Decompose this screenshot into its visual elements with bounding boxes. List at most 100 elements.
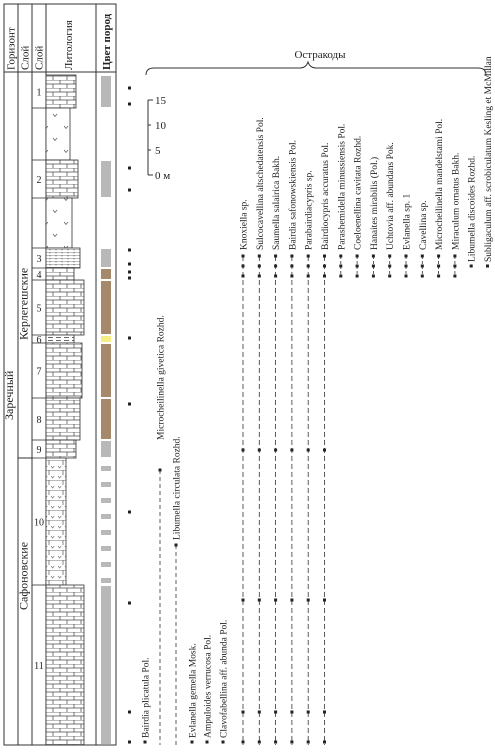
range-marker xyxy=(323,598,326,602)
sample-marker xyxy=(128,262,131,266)
scale-bar: 15 10 5 0 м xyxy=(147,95,170,182)
range-marker xyxy=(241,448,245,452)
range-marker xyxy=(388,254,392,258)
species-label: Cavellina sp. xyxy=(419,200,429,250)
header-lithology: Литология xyxy=(63,20,75,70)
sample-marker xyxy=(128,740,131,744)
sample-marker xyxy=(128,102,131,106)
range-marker xyxy=(339,254,343,258)
range-marker xyxy=(274,254,278,258)
species-label: Ampuloides verrucosa Pol. xyxy=(204,635,214,738)
range-marker xyxy=(290,740,294,744)
layer-number: 9 xyxy=(37,445,42,456)
rock-color-band xyxy=(101,249,111,267)
range-marker xyxy=(355,254,359,258)
range-marker xyxy=(371,274,375,278)
range-marker xyxy=(355,264,359,268)
range-marker xyxy=(174,543,178,547)
scale-tick-15: 15 xyxy=(155,95,167,107)
lithology-layer xyxy=(45,342,83,399)
rock-color-band xyxy=(101,562,111,567)
range-marker xyxy=(290,264,294,268)
range-marker xyxy=(404,254,408,258)
sample-marker xyxy=(128,276,131,280)
layer-number: 4 xyxy=(37,270,42,281)
rock-color-band xyxy=(101,530,111,535)
range-marker xyxy=(453,274,457,278)
range-marker xyxy=(420,254,424,258)
range-marker xyxy=(257,448,261,452)
range-marker xyxy=(323,448,326,452)
range-marker xyxy=(290,274,294,278)
horizon-label-safonov: Сафоновские xyxy=(17,542,31,610)
range-marker xyxy=(306,710,310,714)
layer-number: 7 xyxy=(37,367,42,378)
range-marker xyxy=(437,254,441,258)
lithology-layer xyxy=(45,334,75,344)
species-label: Parashemidella minussiensis Pol. xyxy=(337,124,347,250)
sample-marker xyxy=(128,510,131,514)
species-label: Microcheilinella mandelstami Pol. xyxy=(435,119,445,250)
range-marker xyxy=(290,598,294,602)
range-marker xyxy=(257,254,261,258)
range-marker xyxy=(323,254,326,258)
scale-tick-10: 10 xyxy=(155,120,167,132)
lithology-layer xyxy=(45,247,81,269)
rock-color-band xyxy=(101,441,111,457)
species-label: Uchtovia aff. abundans Pok. xyxy=(385,142,396,250)
layer-number: 2 xyxy=(37,175,42,186)
range-marker xyxy=(371,264,375,268)
range-marker xyxy=(274,264,278,268)
species-label: Microcheilinella givetica Rozhd. xyxy=(157,315,167,440)
species-label: Bairdia safonowskiensis Pol. xyxy=(287,140,298,250)
species-ranges: Bairdia plicatula Pol. Microcheilinella g… xyxy=(142,56,494,745)
species-label: Bairdia plicatula Pol. xyxy=(142,658,152,738)
range-marker xyxy=(274,710,278,714)
range-marker xyxy=(339,264,343,268)
range-marker xyxy=(453,264,457,268)
range-marker xyxy=(241,598,245,602)
layer-number: 1 xyxy=(37,88,42,99)
species-label: Libumella circulata Rozhd. xyxy=(173,436,183,540)
range-marker xyxy=(453,254,457,258)
range-marker xyxy=(420,264,424,268)
sample-marker xyxy=(128,402,131,406)
rock-color-band xyxy=(101,269,111,279)
lithology-layer xyxy=(45,74,77,109)
species-label: Evlanella sp. 1 xyxy=(403,194,413,250)
range-marker xyxy=(486,264,489,268)
rock-color-band xyxy=(101,344,111,397)
range-marker xyxy=(257,274,261,278)
range-marker xyxy=(241,740,245,744)
lithology-layer xyxy=(45,107,71,161)
layer-number: 8 xyxy=(37,415,42,426)
range-marker xyxy=(437,264,441,268)
range-marker xyxy=(323,740,326,744)
species-label: Bairdiocypris accuratus Pol. xyxy=(321,143,331,250)
range-marker xyxy=(437,274,441,278)
rock-color-band xyxy=(101,336,111,342)
sample-marker xyxy=(128,270,131,274)
species-label: Libumella discoides Rozhd. xyxy=(468,156,478,262)
range-marker xyxy=(241,274,245,278)
range-marker xyxy=(274,274,278,278)
header-layer-a: Слой xyxy=(20,46,32,70)
range-marker xyxy=(355,274,359,278)
header-rock-color: Цвет пород xyxy=(101,13,113,70)
species-label: Miraculum ornatus Bakh. xyxy=(451,153,461,250)
species-label: Hanaites mirabilis (Pol.) xyxy=(369,157,380,250)
range-marker xyxy=(323,264,326,268)
rock-color-band xyxy=(101,466,111,471)
species-label: Parabairdiacypris sp. xyxy=(305,170,315,250)
sample-marker xyxy=(128,601,131,605)
sample-marker xyxy=(128,86,131,90)
range-marker xyxy=(323,710,326,714)
rock-color-band xyxy=(101,161,111,197)
scale-tick-0: 0 м xyxy=(155,170,170,182)
range-marker xyxy=(371,254,375,258)
rock-color-band xyxy=(101,482,111,487)
range-marker xyxy=(306,264,310,268)
layer-number: 11 xyxy=(34,661,44,672)
range-marker xyxy=(290,254,294,258)
range-marker xyxy=(274,448,278,452)
